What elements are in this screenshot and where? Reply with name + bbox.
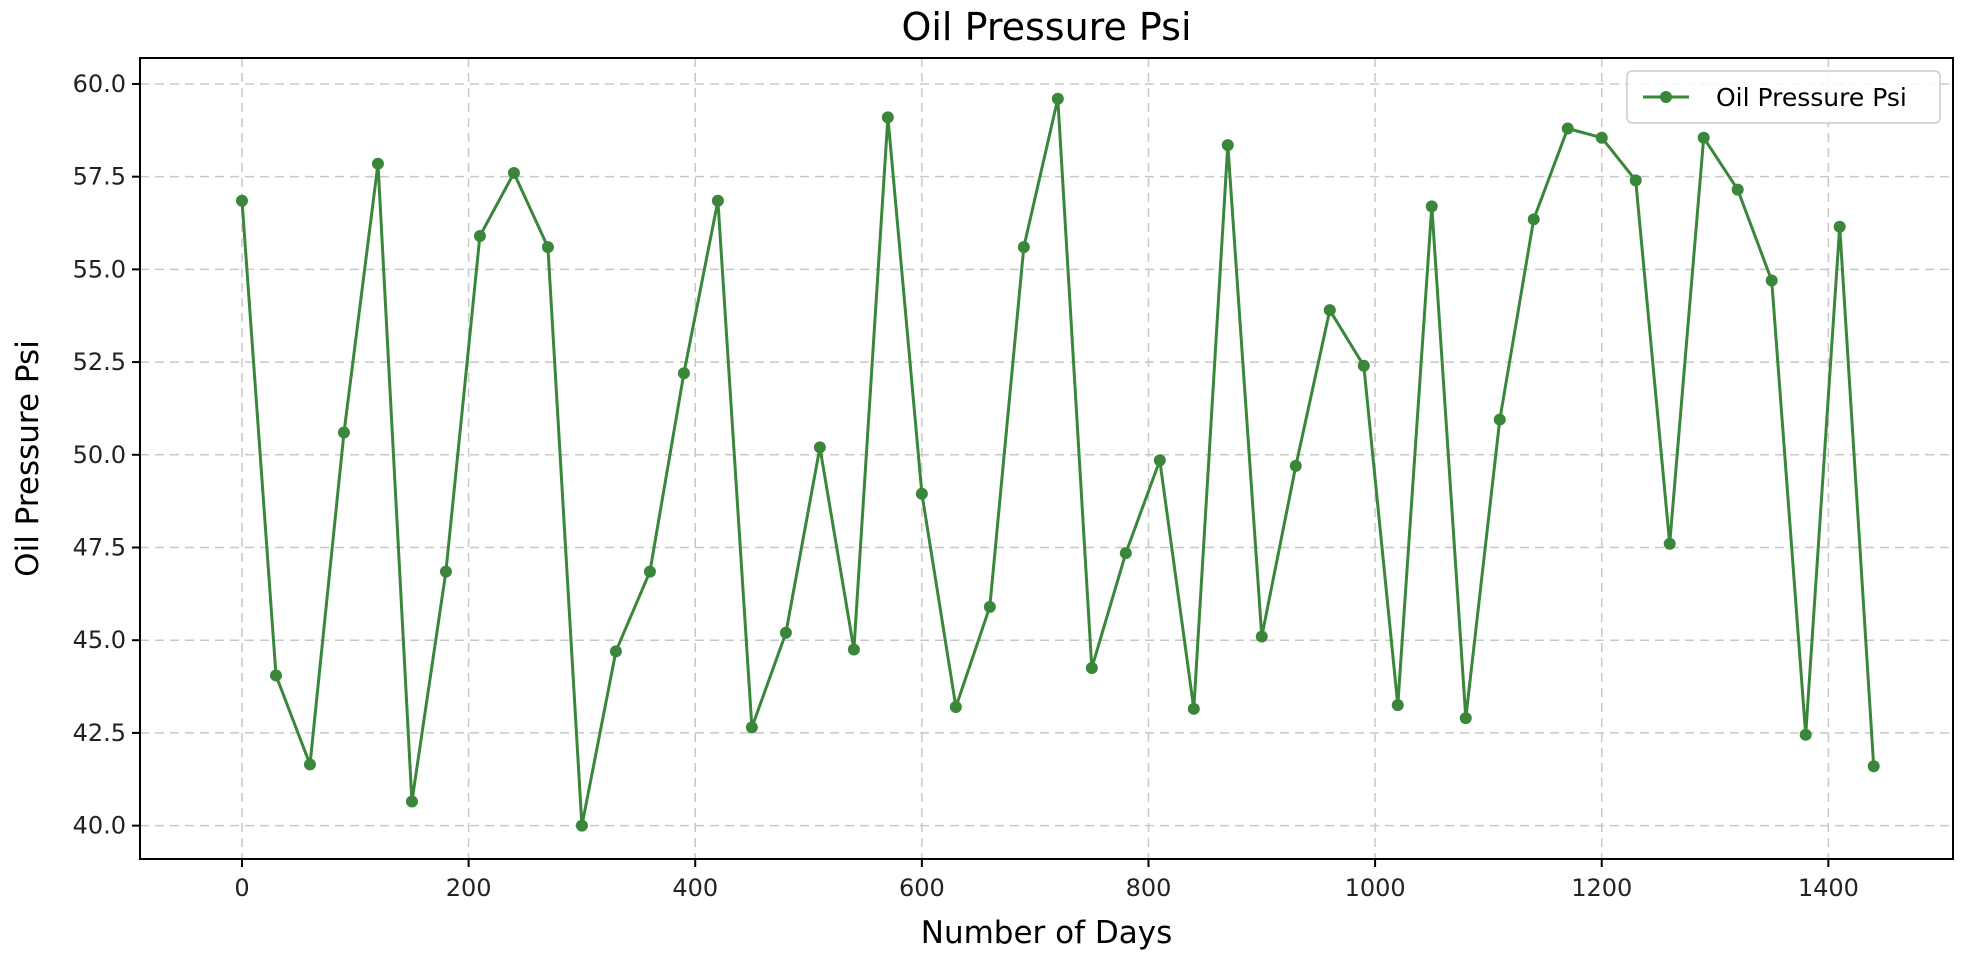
y-axis-label: Oil Pressure Psi bbox=[10, 340, 46, 577]
y-tick-label: 40.0 bbox=[73, 812, 126, 840]
y-tick-label: 55.0 bbox=[73, 255, 126, 283]
data-point bbox=[235, 194, 248, 207]
data-point bbox=[473, 230, 486, 242]
y-tick-label: 52.5 bbox=[73, 348, 126, 376]
x-tick-label: 800 bbox=[1126, 874, 1172, 902]
data-point bbox=[1765, 274, 1778, 287]
x-tick-label: 1400 bbox=[1798, 874, 1859, 902]
data-point bbox=[269, 669, 282, 682]
data-point bbox=[337, 426, 350, 439]
y-tick-label: 47.5 bbox=[73, 534, 126, 562]
data-point bbox=[1595, 131, 1608, 144]
data-point bbox=[779, 626, 792, 639]
data-point bbox=[915, 487, 928, 500]
data-point bbox=[1323, 304, 1336, 317]
chart-title: Oil Pressure Psi bbox=[901, 5, 1191, 49]
data-point bbox=[983, 600, 996, 613]
data-point bbox=[1051, 92, 1064, 105]
data-point bbox=[303, 758, 316, 771]
y-tick-label: 50.0 bbox=[73, 441, 126, 469]
plot-frame bbox=[139, 57, 1954, 860]
data-point bbox=[1867, 760, 1880, 773]
data-point bbox=[1493, 413, 1506, 426]
data-point bbox=[847, 643, 860, 656]
data-point bbox=[1119, 547, 1132, 560]
data-point bbox=[1833, 220, 1846, 233]
data-point bbox=[405, 795, 418, 808]
legend-marker-swatch bbox=[1660, 91, 1672, 103]
data-point bbox=[1799, 728, 1812, 741]
x-tick-label: 200 bbox=[446, 874, 492, 902]
legend-entry-label: Oil Pressure Psi bbox=[1716, 83, 1907, 112]
data-point bbox=[1425, 200, 1438, 213]
data-point bbox=[1663, 537, 1676, 550]
x-tick-label: 400 bbox=[672, 874, 718, 902]
y-tick-label: 57.5 bbox=[73, 163, 126, 191]
data-point bbox=[1731, 183, 1744, 196]
data-point bbox=[1221, 139, 1234, 152]
data-point bbox=[677, 367, 690, 380]
data-point bbox=[1187, 702, 1200, 715]
y-tick-label: 42.5 bbox=[73, 719, 126, 747]
x-tick-label: 0 bbox=[234, 874, 249, 902]
data-point bbox=[439, 565, 452, 578]
data-point bbox=[881, 111, 894, 124]
x-tick-label: 600 bbox=[899, 874, 945, 902]
x-tick-label: 1200 bbox=[1571, 874, 1632, 902]
grid-lines bbox=[140, 58, 1953, 859]
data-point bbox=[813, 441, 826, 454]
data-point bbox=[1697, 131, 1710, 144]
x-tick-label: 1000 bbox=[1345, 874, 1406, 902]
axis-ticks: 0 200 400 600 800 1000 1200 1400 40.0 42.5 45.0 47.… bbox=[73, 70, 1859, 902]
data-point bbox=[575, 819, 588, 832]
data-point bbox=[1459, 712, 1472, 725]
data-point bbox=[1017, 241, 1030, 254]
data-point bbox=[745, 721, 758, 734]
legend-box bbox=[1626, 70, 1941, 124]
data-point bbox=[1255, 630, 1268, 643]
data-point bbox=[1085, 662, 1098, 675]
y-tick-label: 45.0 bbox=[73, 626, 126, 654]
data-point bbox=[1629, 174, 1642, 187]
data-point bbox=[711, 194, 724, 207]
legend: Oil Pressure Psi bbox=[1626, 70, 1941, 124]
data-point bbox=[1527, 213, 1540, 226]
data-point bbox=[507, 166, 520, 179]
data-point bbox=[1153, 454, 1166, 467]
data-point bbox=[1357, 359, 1370, 372]
data-point bbox=[949, 700, 962, 713]
data-point bbox=[541, 241, 554, 254]
data-point bbox=[1391, 699, 1404, 712]
data-point bbox=[1289, 459, 1302, 472]
x-axis-label: Number of Days bbox=[921, 915, 1172, 951]
series-layer bbox=[235, 92, 1880, 832]
data-point bbox=[643, 565, 656, 578]
data-point bbox=[371, 157, 384, 170]
y-tick-label: 60.0 bbox=[73, 70, 126, 98]
data-point bbox=[1561, 122, 1574, 135]
data-point bbox=[609, 645, 622, 658]
